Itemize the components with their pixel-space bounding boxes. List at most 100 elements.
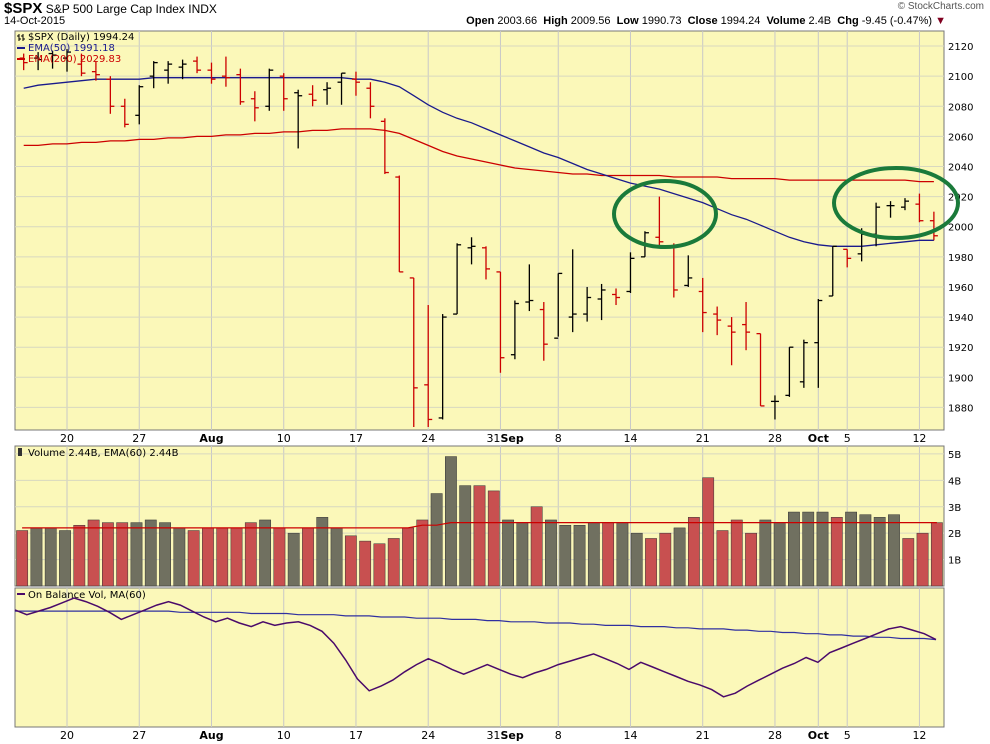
price-bar: [525, 264, 534, 312]
price-bar: [366, 82, 375, 119]
volume-bar: [445, 456, 457, 587]
price-bar: [135, 85, 144, 125]
obv-legend: On Balance Vol, MA(60): [28, 590, 146, 601]
volume-legend: Volume 2.44B, EMA(60) 2.44B: [28, 448, 179, 459]
price-bar: [756, 332, 765, 407]
volume-bar: [759, 519, 772, 587]
volume-bar: [530, 506, 543, 587]
chart-title-line: $SPX S&P 500 Large Cap Index INDX: [4, 0, 217, 17]
volume-bar: [559, 524, 572, 587]
x-tick-label-bottom: 8: [555, 729, 562, 742]
price-bar: [814, 299, 823, 388]
price-bar: [915, 193, 924, 223]
volume-bar: [645, 538, 657, 587]
x-tick-label-bottom: 21: [696, 729, 710, 742]
volume-bar: [473, 485, 486, 587]
price-bar: [453, 243, 462, 315]
volume-bar: [316, 517, 329, 587]
price-bar: [34, 52, 43, 71]
volume-bar: [87, 519, 100, 587]
volume-bar: [359, 540, 372, 587]
price-bar: [48, 50, 57, 69]
price-bar: [698, 277, 707, 333]
x-tick-label: 12: [912, 432, 926, 445]
price-bar: [294, 89, 303, 149]
volume-bar: [516, 522, 529, 587]
exchange: INDX: [188, 2, 217, 16]
x-tick-label-bottom: 28: [768, 729, 782, 742]
volume-bar: [102, 522, 114, 587]
obv-ma-line: [15, 610, 937, 641]
volume-bar: [830, 517, 843, 587]
x-tick-label-bottom: Aug: [199, 729, 223, 742]
volume-bar: [416, 519, 429, 587]
volume-bar: [859, 514, 872, 587]
volume-bar: [459, 485, 472, 587]
price-bar: [900, 198, 909, 211]
x-tick-label: 21: [696, 432, 710, 445]
volume-bar: [930, 522, 943, 587]
x-tick-label: 24: [421, 432, 435, 445]
volume-bar: [159, 522, 171, 587]
volume-bar: [616, 522, 629, 587]
close-value: 1994.24: [720, 15, 761, 27]
volume-bar: [673, 527, 686, 587]
volume-bar: [602, 522, 615, 587]
price-bar: [785, 346, 794, 397]
price-bar: [308, 85, 317, 107]
price-bar: [554, 272, 563, 339]
chart-date: 14-Oct-2015: [4, 15, 66, 27]
price-legend: $SPX (Daily) 1994.24: [28, 32, 134, 43]
open-value: 2003.66: [497, 15, 538, 27]
volume-tick-label: 5B: [948, 450, 961, 461]
price-bar: [626, 252, 635, 293]
volume-bar: [802, 511, 815, 587]
x-tick-label: 5: [844, 432, 851, 445]
volume-bar: [687, 517, 700, 587]
price-tick-label: 2040: [948, 163, 973, 174]
x-tick-label-bottom: 10: [277, 729, 291, 742]
volume-bar: [702, 477, 715, 587]
price-bar: [207, 62, 216, 84]
price-bar: [149, 61, 158, 89]
price-tick-label: 1880: [948, 403, 973, 414]
x-tick-label-bottom: 17: [349, 729, 363, 742]
x-tick-label: 27: [132, 432, 146, 445]
ema50-legend: EMA(50) 1991.18: [28, 43, 115, 54]
volume-bar: [44, 527, 57, 587]
volume-tick-label: 3B: [948, 503, 961, 514]
volume-bar: [659, 532, 672, 587]
volume-bar: [630, 532, 643, 587]
volume-bar: [373, 543, 386, 587]
volume-value: 2.4B: [808, 15, 832, 27]
price-bar: [337, 72, 346, 105]
price-bar: [727, 317, 736, 366]
price-bar: [424, 305, 433, 427]
price-bar: [63, 49, 72, 72]
quote-line: Open 2003.66 High 2009.56 Low 1990.73 Cl…: [466, 15, 946, 27]
volume-bar: [387, 538, 400, 587]
x-tick-label-bottom: 14: [623, 729, 637, 742]
x-tick-label-bottom: 12: [912, 729, 926, 742]
volume-tick-label: 1B: [948, 556, 961, 567]
x-tick-label-bottom: 24: [421, 729, 435, 742]
price-bar: [742, 302, 751, 351]
price-bar: [539, 302, 548, 361]
volume-bar: [888, 514, 900, 587]
price-tick-label: 1920: [948, 343, 973, 354]
x-tick-label: Oct: [808, 432, 829, 445]
x-tick-label: Aug: [199, 432, 223, 445]
volume-bar: [402, 527, 414, 587]
price-bar: [395, 175, 404, 273]
price-bar: [828, 245, 837, 297]
price-bar: [843, 248, 852, 268]
volume-bar: [587, 522, 600, 587]
panel-1: [14, 30, 945, 431]
volume-legend-icon: [18, 448, 22, 456]
price-tick-label: 1960: [948, 283, 973, 294]
price-tick-label: 2080: [948, 102, 973, 113]
volume-bar: [788, 511, 800, 587]
price-bar: [380, 118, 389, 175]
volume-bar: [59, 530, 71, 587]
